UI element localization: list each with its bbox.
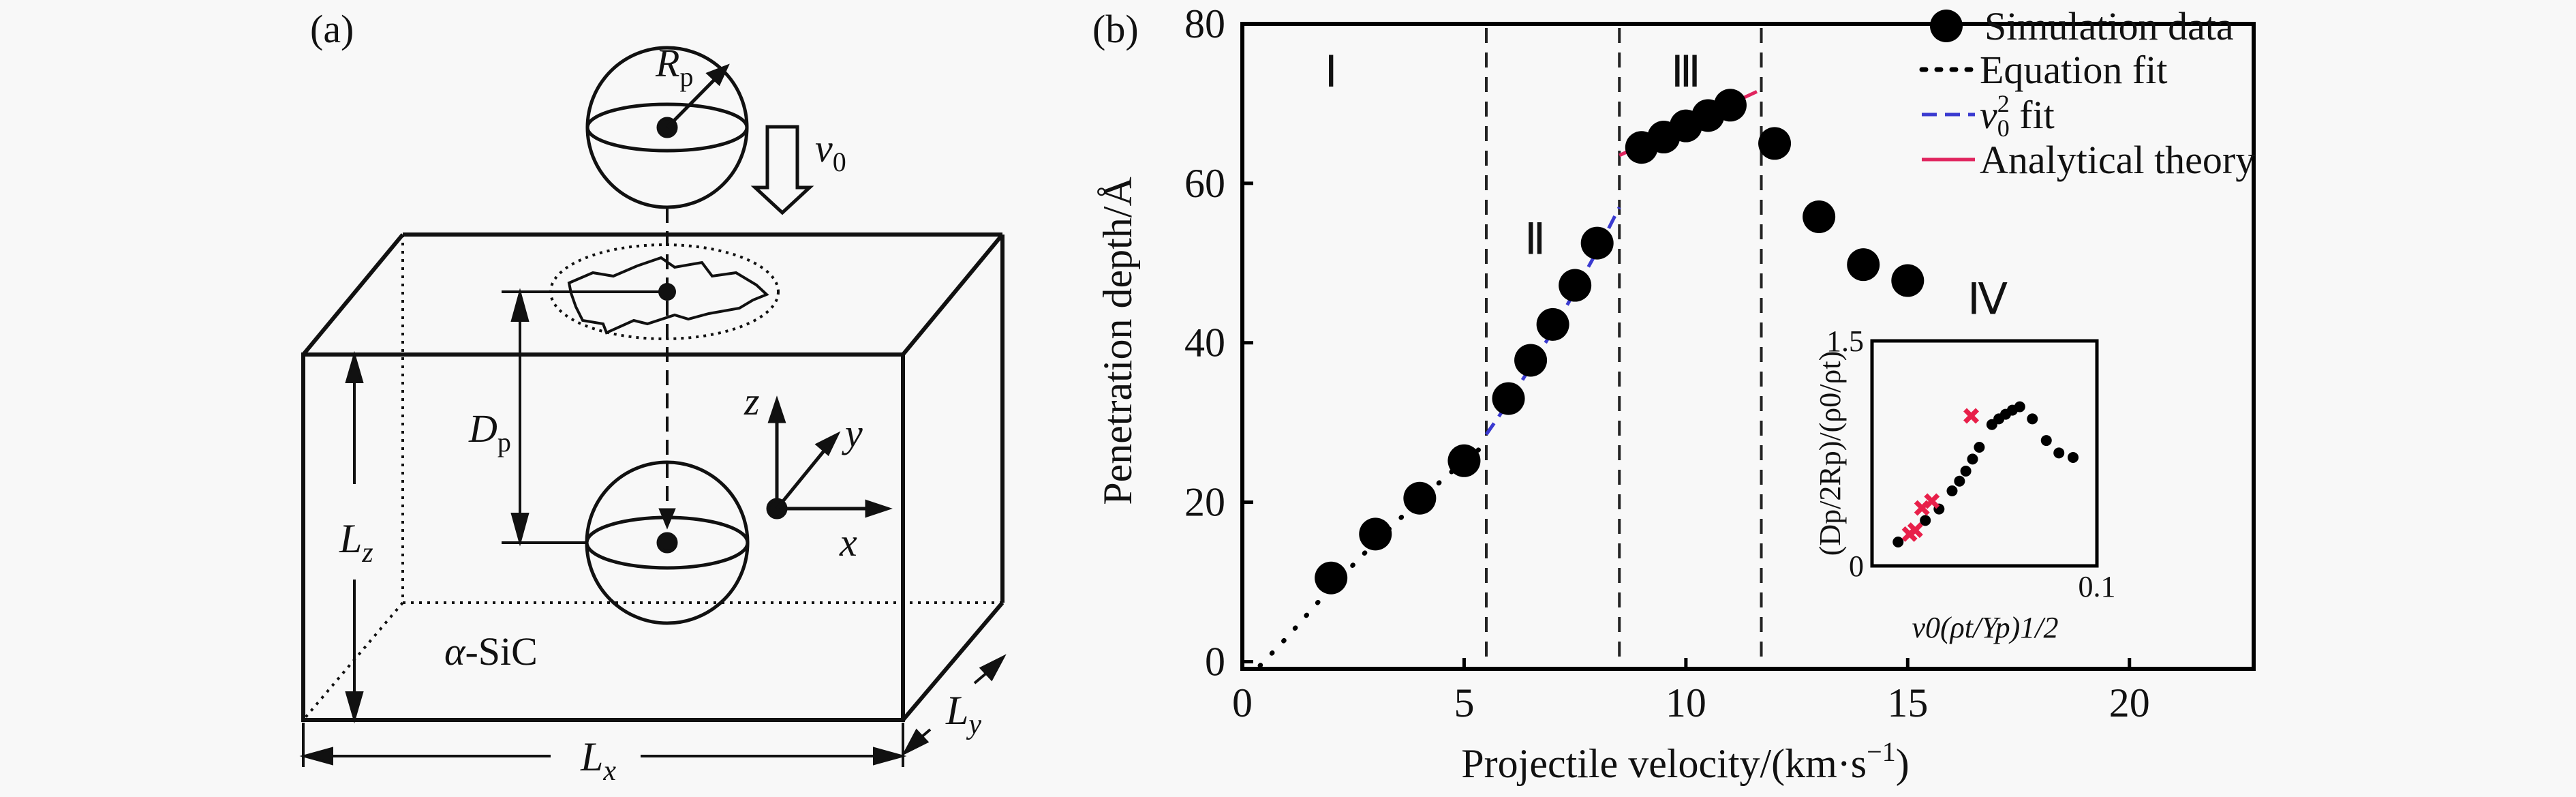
- x-axis-title: Projectile velocity/(km·s−1): [1461, 736, 1909, 786]
- data-point: [1559, 269, 1592, 302]
- data-point: [1580, 226, 1614, 260]
- box-visible-edges: [301, 232, 1005, 722]
- lz-label: Lz: [339, 516, 373, 569]
- data-point: [1847, 248, 1880, 282]
- panel-a-diagram: (a) Rp v0: [299, 7, 1007, 787]
- regime-label: Ⅲ: [1671, 48, 1701, 96]
- regime-label: Ⅳ: [1967, 275, 2008, 323]
- panel-a-label: (a): [310, 7, 354, 51]
- inset-data-point: [1946, 485, 1958, 496]
- series-line-1: [1257, 441, 1489, 668]
- inset-data-point: [1960, 465, 1972, 477]
- inset-data-point: [2053, 447, 2065, 459]
- y-tick-label: 0: [1205, 639, 1225, 684]
- axis-y-label: y: [842, 411, 863, 455]
- inset-x-axis-title: v0(ρt/Yp)1/2: [1912, 611, 2058, 644]
- dp-dimension-arrow: [502, 288, 667, 547]
- data-point: [1891, 264, 1925, 297]
- inset-data-point: [1954, 475, 1965, 487]
- y-axis-title: Penetration depth/Å: [1095, 177, 1140, 505]
- y-tick-label: 20: [1184, 480, 1225, 525]
- panel-b-label: (b): [1092, 7, 1139, 51]
- x-tick-label: 5: [1454, 680, 1474, 725]
- legend-marker-simulation: [1930, 10, 1963, 42]
- plot-frame: [1240, 22, 2256, 671]
- inset-data-point: [2068, 451, 2079, 463]
- plot-area: 0 5 10 15 20 0 20 40 60 80 Ⅰ Ⅱ Ⅲ Ⅳ: [1184, 1, 2256, 725]
- projectile-final: [585, 460, 750, 625]
- inset-data-point: [2040, 435, 2052, 447]
- y-tick-label: 80: [1184, 1, 1225, 46]
- lx-dimension-arrow: [299, 723, 907, 767]
- data-point: [1514, 344, 1548, 377]
- velocity-arrow-icon: [750, 125, 814, 215]
- legend-label-simulation: Simulation data: [1984, 4, 2234, 48]
- regime-label: Ⅰ: [1325, 48, 1338, 96]
- lx-label: Lx: [580, 734, 616, 787]
- inset-ytick-zero: 0: [1849, 550, 1864, 583]
- data-point: [1713, 89, 1747, 122]
- ly-dimension-arrow: [902, 654, 1007, 756]
- inset-data-point: [1967, 453, 1978, 465]
- legend-label-v2-fit: v2 0 fit: [1980, 90, 2055, 142]
- panel-b-chart: (b) Penetration depth/Å Projectile veloc…: [1092, 1, 2256, 786]
- material-label: α-SiC: [444, 629, 538, 674]
- rp-label: Rp: [655, 41, 693, 92]
- crater-shape: [567, 256, 769, 335]
- inset-data-point: [1920, 515, 1931, 526]
- x-tick-label: 15: [1887, 680, 1928, 725]
- x-tick-label: 10: [1666, 680, 1706, 725]
- axis-z-label: z: [743, 379, 760, 423]
- v0-label: v0: [815, 126, 846, 177]
- ly-label: Ly: [945, 688, 981, 740]
- inset-chart: (Dp/2Rp)/(ρ0/ρt) v0(ρt/Yp)1/2 1.5 0 0.1: [1813, 325, 2116, 644]
- inset-y-axis-title: (Dp/2Rp)/(ρ0/ρt): [1813, 351, 1847, 556]
- data-point: [1758, 127, 1792, 160]
- data-point: [1359, 517, 1392, 551]
- box-hidden-edges: [302, 235, 1002, 721]
- data-point: [1536, 307, 1569, 341]
- x-tick-label: 0: [1232, 680, 1253, 725]
- inset-theory-point: [1924, 493, 1940, 509]
- legend: Simulation data Equation fit v2 0 fit Ana…: [1919, 4, 2255, 182]
- inset-ytick-max: 1.5: [1826, 325, 1864, 358]
- data-point: [1803, 200, 1836, 233]
- data-point: [1403, 481, 1437, 515]
- legend-label-analytical: Analytical theory: [1980, 138, 2255, 182]
- inset-theory-point: [1963, 408, 1980, 424]
- legend-label-equation-fit: Equation fit: [1980, 48, 2167, 92]
- y-tick-label: 60: [1184, 161, 1225, 206]
- projectile-initial: [585, 46, 749, 209]
- data-point: [1447, 444, 1481, 477]
- inset-points: [1892, 401, 2079, 548]
- inset-data-point: [1974, 441, 1985, 453]
- inset-data-point: [2014, 401, 2025, 412]
- coordinate-axes-icon: [766, 395, 893, 520]
- y-tick-label: 40: [1184, 320, 1225, 365]
- regime-label: Ⅱ: [1524, 215, 1546, 264]
- inset-frame: [1870, 339, 2099, 568]
- data-point: [1492, 382, 1525, 415]
- data-point: [1315, 561, 1348, 595]
- lz-dimension-arrow: [345, 350, 364, 724]
- inset-xtick-max: 0.1: [2079, 570, 2116, 603]
- inset-data-point: [1892, 537, 1904, 548]
- x-tick-label: 20: [2109, 680, 2150, 725]
- inset-theory-point: [1907, 522, 1923, 539]
- dp-label: Dp: [468, 406, 511, 457]
- axis-x-label: x: [839, 520, 857, 565]
- inset-data-point: [2027, 413, 2038, 425]
